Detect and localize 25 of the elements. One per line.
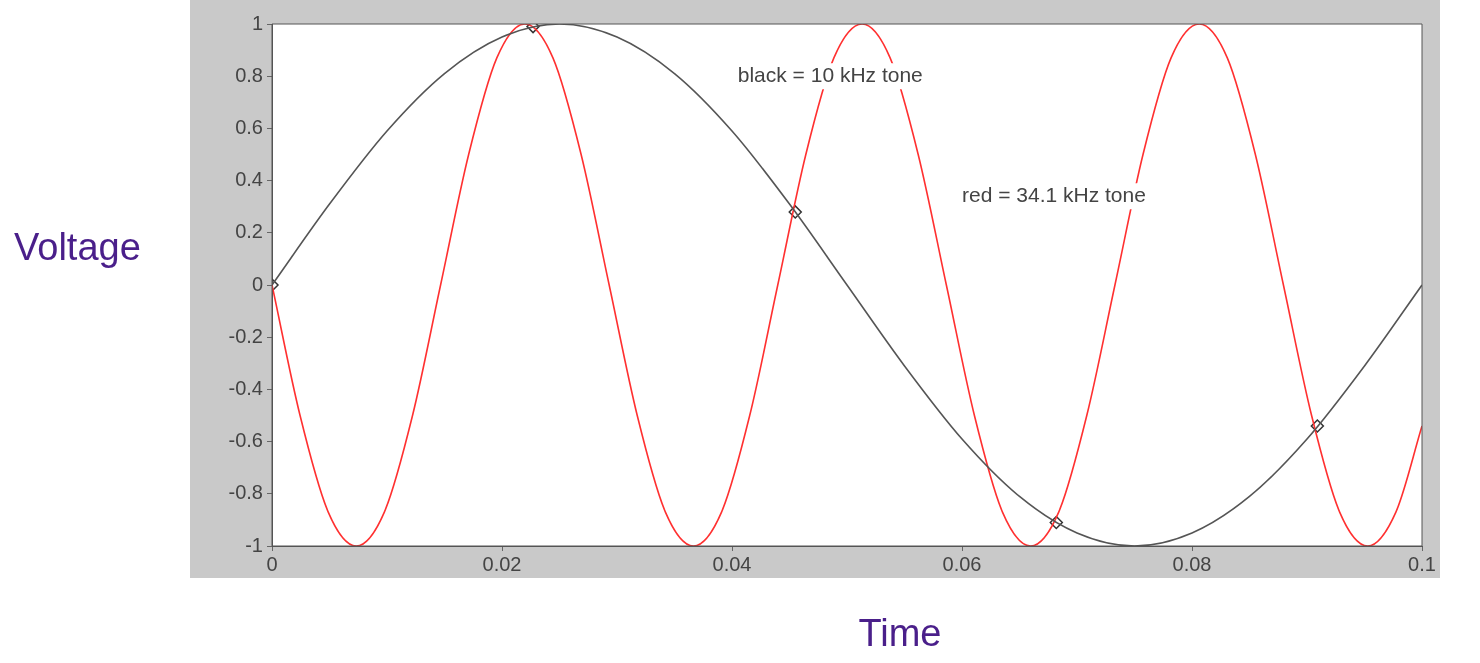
x-tick-label: 0.04 [712,552,752,575]
point [788,205,802,219]
y-tick-label: 0.2 [235,220,263,243]
y-axis-title: Voltage [14,226,141,269]
y-tick-label: 0.4 [235,168,263,191]
y-tick-label: -0.4 [228,376,263,399]
y-tick-label: -0.2 [228,324,263,347]
annotation: red = 34.1 kHz tone [962,183,1146,207]
x-tick-label: 0.08 [1172,552,1212,575]
y-tick-label: -0.6 [228,429,263,452]
line-series [272,24,1422,546]
x-tick-label: 0.06 [942,552,982,575]
x-axis-title: Time [857,612,943,655]
x-tick-label: 0 [266,552,278,575]
x-tick-label: 0.1 [1408,552,1436,575]
x-tick-label: 0.02 [482,552,522,575]
y-tick-label: 0 [251,272,263,295]
y-tick-label: 0.6 [235,115,263,138]
point [1049,515,1064,530]
annotation: black = 10 kHz tone [737,63,923,86]
y-tick-label: 1 [251,11,263,34]
point [1310,419,1325,433]
y-tick-label: -1 [245,533,263,556]
y-tick-label: -0.8 [228,481,263,504]
y-tick-label: 0.8 [235,63,263,86]
